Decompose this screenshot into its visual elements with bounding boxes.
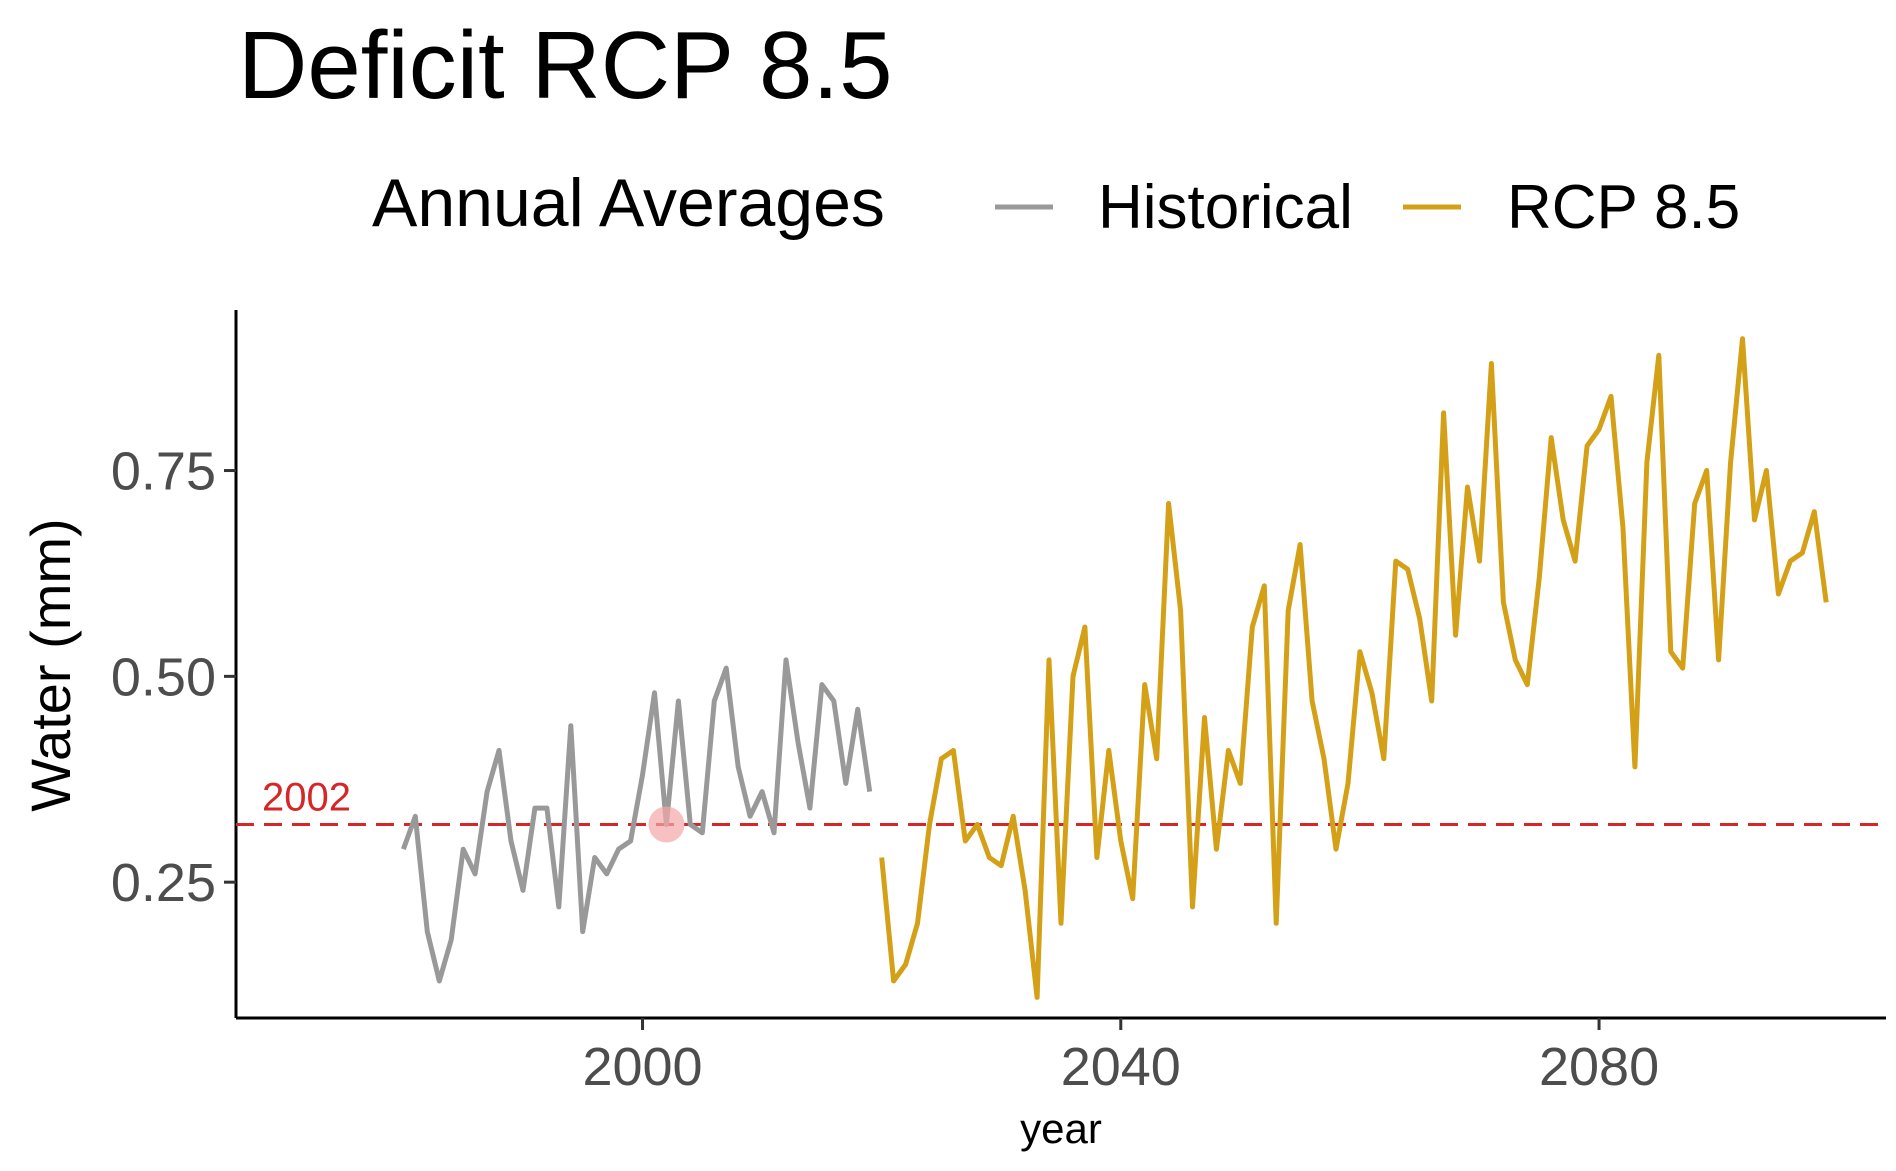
y-ticks: 0.25 0.50 0.75 [111, 442, 236, 913]
x-tick-label: 2080 [1539, 1037, 1659, 1097]
x-tick-label: 2040 [1061, 1037, 1181, 1097]
y-tick-label: 0.25 [111, 853, 216, 913]
y-tick-label: 0.75 [111, 442, 216, 502]
series-line-rcp85 [879, 336, 1829, 1000]
series-line-historical [401, 657, 873, 984]
legend: Annual Averages Historical RCP 8.5 [372, 165, 1740, 242]
y-axis-title: Water (mm) [19, 518, 82, 811]
highlight-point [648, 806, 685, 843]
reference-line-label: 2002 [262, 776, 351, 820]
series-group [401, 336, 1829, 1000]
legend-label-rcp85: RCP 8.5 [1507, 173, 1740, 242]
x-ticks: 2000 2040 2080 [582, 1018, 1659, 1097]
y-tick-label: 0.50 [111, 647, 216, 707]
legend-label-historical: Historical [1098, 173, 1353, 242]
chart-title: Deficit RCP 8.5 [238, 12, 892, 119]
x-axis-title: year [1020, 1105, 1102, 1152]
x-tick-label: 2000 [582, 1037, 702, 1097]
legend-title: Annual Averages [372, 165, 885, 241]
